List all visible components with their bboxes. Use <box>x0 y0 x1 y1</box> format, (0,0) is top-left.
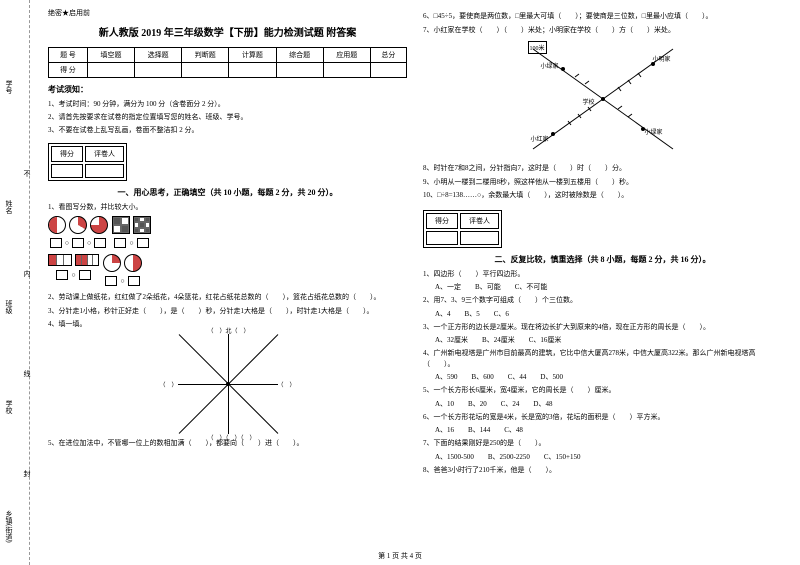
field-name: 姓名 <box>4 200 14 214</box>
rect-icon <box>75 254 99 266</box>
q2: 2、劳动课上做纸花，红红做了2朵纸花，4朵篮花，红花占纸花总数的（ ），篮花占纸… <box>48 292 407 303</box>
circle-icon <box>124 254 142 272</box>
s2q2: 2、用7、3、9三个数字可组成（ ）个三位数。 <box>423 295 782 306</box>
field-class: 班级 <box>4 300 14 314</box>
field-school: 学校 <box>4 400 14 414</box>
square-grid-icon <box>112 216 130 234</box>
s2q1: 1、四边形（ ）平行四边形。 <box>423 269 782 280</box>
s2q8: 8、爸爸3小时行了210千米，他是（ ）。 <box>423 465 782 476</box>
q10: 10、□÷8=138……○，余数最大填（ ），这时被除数是（ ）。 <box>423 190 782 201</box>
instructions-title: 考试须知： <box>48 84 407 95</box>
s2q4: 4、广州新电视塔是广州市目前最高的建筑，它比中信大厦高278米，中信大厦高322… <box>423 348 782 369</box>
s2q6: 6、一个长方形花坛的宽是4米，长是宽的3倍，花坛的面积是（ ）平方米。 <box>423 412 782 423</box>
no-text: 不 <box>22 170 32 177</box>
q8: 8、时针在7和8之间，分针指向7，这时是（ ）时（ ）分。 <box>423 163 782 174</box>
s2q7-opts: A、1500-500 B、2500-2250 C、150+150 <box>435 452 782 462</box>
s2q1-opts: A、一定 B、可能 C、不可能 <box>435 282 782 292</box>
s2q2-opts: A、4 B、5 C、6 <box>435 309 782 319</box>
seal-text: 封 <box>22 470 32 477</box>
s2q4-opts: A、590 B、600 C、44 D、500 <box>435 372 782 382</box>
map-diagram: 学校 小红家 小明家 小绿家 小绿家 100米 <box>523 39 683 159</box>
line-text: 线 <box>22 370 32 377</box>
q7: 7、小红家在学校（ ）（ ）米处；小明家在学校（ ）方（ ）米处。 <box>423 25 782 36</box>
exam-title: 新人教版 2019 年三年级数学【下册】能力检测试题 附答案 <box>48 24 407 39</box>
s2q5: 5、一个长方形长6厘米，宽4厘米，它的周长是（ ）厘米。 <box>423 385 782 396</box>
s2q6-opts: A、16 B、144 C、48 <box>435 425 782 435</box>
compass-diagram: （ ）北（ ） （ ） （ ） （ ）（ ）（ ） <box>178 334 278 434</box>
q6: 6、□45÷5，要使商是两位数，□里最大可填（ ）；要使商是三位数，□里最小应填… <box>423 11 782 22</box>
page-number: 第 1 页 共 4 页 <box>378 551 422 561</box>
circle-half-icon <box>48 216 66 234</box>
fraction-shapes: ○○ ○ <box>48 216 407 250</box>
s2q7: 7、下面的结果刚好是250的是（ ）。 <box>423 438 782 449</box>
section2-title: 二、反复比较，慎重选择（共 8 小题，每题 2 分，共 16 分）。 <box>423 254 782 265</box>
field-id: 学号 <box>4 80 14 94</box>
q3: 3、分针走1小格，秒针正好走（ ），是（ ）秒，分针走1大格是（ ），时针走1大… <box>48 306 407 317</box>
circle-third-icon <box>69 216 87 234</box>
field-township: 乡镇(街道) <box>4 510 14 543</box>
circle-three-quarters-icon <box>90 216 108 234</box>
s2q3: 3、一个正方形的边长是2厘米。现在将边长扩大到原来的4倍，现在正方形的周长是（ … <box>423 322 782 333</box>
q9: 9、小明从一楼到二楼用8秒，照这样他从一楼到五楼用（ ）秒。 <box>423 177 782 188</box>
inner-text: 内 <box>22 270 32 277</box>
grader-box-2: 得分评卷人 <box>423 210 502 248</box>
instructions: 1、考试时间：90 分钟，满分为 100 分（含卷面分 2 分）。 2、请首先按… <box>48 99 407 137</box>
secret-label: 绝密★启用前 <box>48 8 407 18</box>
grader-box: 得分评卷人 <box>48 143 127 181</box>
s2q3-opts: A、32厘米 B、24厘米 C、16厘米 <box>435 335 782 345</box>
section1-title: 一、用心思考，正确填空（共 10 小题，每题 2 分，共 20 分）。 <box>48 187 407 198</box>
fraction-shapes-row2: ○ ○ <box>48 254 407 288</box>
q1: 1、看图写分数，并比较大小。 <box>48 202 407 213</box>
circle-icon <box>103 254 121 272</box>
s2q5-opts: A、10 B、20 C、24 D、48 <box>435 399 782 409</box>
square-grid-icon <box>133 216 151 234</box>
rect-icon <box>48 254 72 266</box>
score-table: 题 号 填空题 选择题 判断题 计算题 综合题 应用题 总分 得 分 <box>48 47 407 78</box>
